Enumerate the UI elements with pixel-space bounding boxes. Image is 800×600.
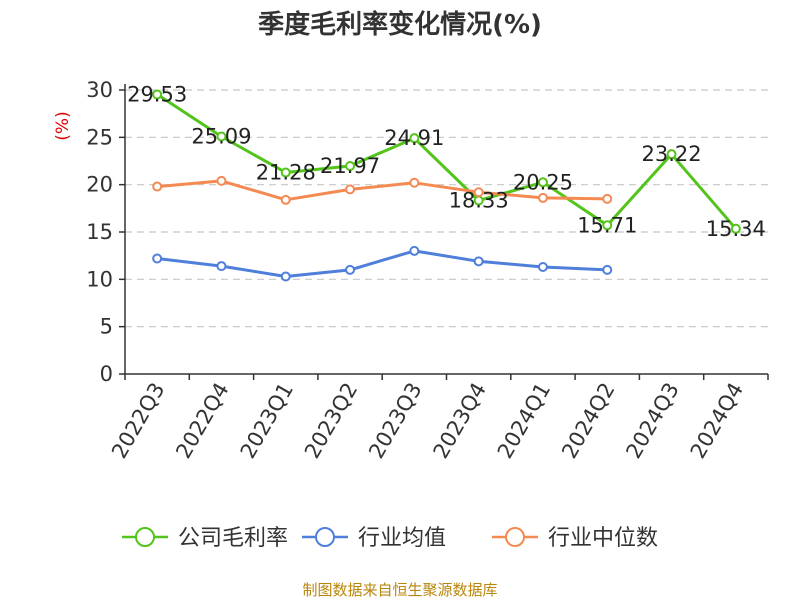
legend-swatch-marker — [505, 527, 525, 547]
series-line — [157, 249, 608, 278]
series-point — [666, 149, 677, 160]
y-axis-label: (%) — [53, 111, 73, 140]
data-label: 24.91 — [384, 126, 444, 150]
data-label: 18.33 — [449, 188, 509, 212]
x-tick-label: 2022Q4 — [171, 379, 233, 463]
source-note: 制图数据来自恒生聚源数据库 — [302, 581, 497, 599]
legend-swatch-marker — [135, 527, 155, 547]
series-point — [473, 187, 484, 198]
y-tick-label: 25 — [86, 125, 113, 149]
legend-label: 公司毛利率 — [178, 526, 288, 551]
data-label: 25.09 — [191, 124, 251, 148]
data-label: 20.25 — [513, 170, 573, 194]
series-point — [280, 194, 291, 205]
series-point — [152, 89, 163, 100]
x-tick-label: 2022Q3 — [107, 379, 169, 463]
x-tick-label: 2023Q2 — [300, 379, 362, 463]
x-tick-label: 2023Q4 — [429, 379, 491, 463]
x-tick-label: 2024Q3 — [621, 379, 683, 463]
series-point — [602, 264, 613, 275]
series-point — [602, 220, 613, 231]
y-tick-label: 20 — [86, 173, 113, 197]
series-point — [537, 177, 548, 188]
data-label: 21.28 — [256, 161, 316, 185]
series-point — [345, 161, 356, 172]
y-tick-label: 5 — [100, 315, 113, 339]
legend: 公司毛利率 行业均值 行业中位数 — [122, 526, 658, 551]
series-point — [473, 256, 484, 267]
y-tick-label: 30 — [86, 78, 113, 102]
x-tick-label: 2023Q3 — [364, 379, 426, 463]
series-point — [345, 184, 356, 195]
chart-title: 季度毛利率变化情况(%) — [258, 9, 542, 40]
series-point — [152, 253, 163, 264]
series-point — [280, 271, 291, 282]
series-line — [156, 93, 738, 230]
data-label: 15.71 — [577, 213, 637, 237]
data-label: 15.34 — [706, 217, 766, 241]
series-point — [409, 133, 420, 144]
series-point — [216, 261, 227, 272]
x-tick-label: 2023Q1 — [236, 379, 298, 463]
series-point — [537, 262, 548, 273]
series-point — [409, 245, 420, 256]
y-tick-label: 15 — [86, 220, 113, 244]
y-tick-label: 0 — [100, 362, 113, 386]
y-tick-label: 10 — [86, 267, 113, 291]
data-label: 29.53 — [127, 82, 187, 106]
x-tick-label: 2024Q4 — [686, 379, 748, 463]
data-label: 23.22 — [641, 142, 701, 166]
series-group — [152, 89, 741, 282]
x-tick-label: 2024Q1 — [493, 379, 555, 463]
series-point — [409, 177, 420, 188]
legend-swatch-marker — [315, 527, 335, 547]
series-point — [730, 223, 741, 234]
series-point — [280, 167, 291, 178]
legend-label: 行业均值 — [358, 526, 446, 551]
series-point — [602, 193, 613, 204]
series-line — [157, 179, 608, 202]
series-point — [216, 131, 227, 142]
series-point — [345, 264, 356, 275]
x-tick-label: 2024Q2 — [557, 379, 619, 463]
series-point — [216, 175, 227, 186]
series-point — [537, 192, 548, 203]
series-point — [152, 181, 163, 192]
legend-label: 行业中位数 — [548, 526, 658, 551]
data-label: 21.97 — [320, 154, 380, 178]
